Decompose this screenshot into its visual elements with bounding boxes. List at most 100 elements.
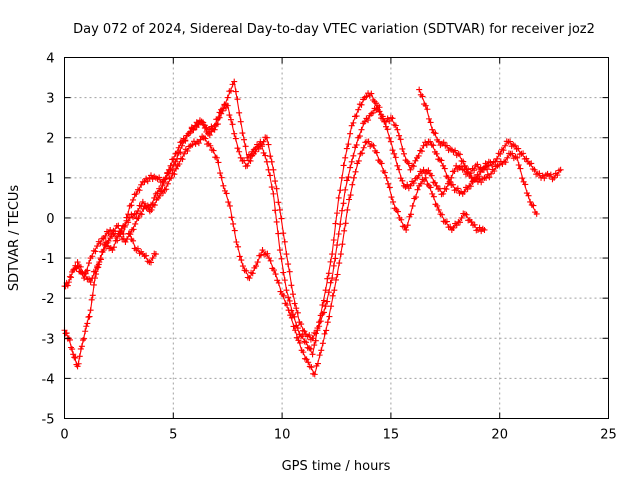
data-point (520, 150, 527, 157)
data-point (464, 186, 471, 193)
data-point (111, 244, 118, 251)
data-point (147, 259, 154, 266)
data-point (244, 162, 251, 169)
data-point (500, 147, 507, 154)
data-point (286, 268, 293, 275)
data-point (381, 169, 388, 176)
data-point (214, 121, 221, 128)
data-point (381, 118, 388, 125)
data-point (319, 340, 326, 347)
data-point (391, 150, 398, 157)
data-point (335, 230, 342, 237)
data-point (72, 354, 79, 361)
data-point (285, 307, 292, 314)
data-point (260, 138, 267, 145)
data-point (197, 136, 204, 143)
data-point (392, 154, 399, 161)
data-point (92, 248, 99, 255)
data-point (272, 178, 279, 185)
data-point (231, 78, 238, 85)
data-point (329, 275, 336, 282)
data-point (453, 222, 460, 229)
data-point (429, 126, 436, 133)
data-point (92, 268, 99, 275)
data-point (530, 202, 537, 209)
data-point (231, 130, 238, 137)
data-point (349, 181, 356, 188)
data-point (536, 170, 543, 177)
data-point (332, 276, 339, 283)
data-point (239, 263, 246, 270)
data-point (316, 323, 323, 330)
data-point (163, 186, 170, 193)
data-point (396, 166, 403, 173)
data-point (280, 230, 287, 237)
data-point (408, 211, 415, 218)
data-point (213, 154, 220, 161)
data-point (89, 275, 96, 282)
data-point (335, 194, 342, 201)
data-point (340, 162, 347, 169)
data-point (428, 172, 435, 179)
data-point (258, 143, 265, 150)
data-point (138, 211, 145, 218)
data-point (309, 335, 316, 342)
data-point (390, 198, 397, 205)
data-point (435, 206, 442, 213)
data-point (239, 130, 246, 137)
data-point (517, 165, 524, 172)
y-tick-label: 2 (46, 132, 54, 147)
data-point (202, 135, 209, 142)
data-point (443, 142, 450, 149)
data-point (267, 257, 274, 264)
data-point (161, 179, 168, 186)
data-point (365, 138, 372, 145)
data-point (519, 175, 526, 182)
data-point (236, 253, 243, 260)
data-point (237, 154, 244, 161)
y-tick-label: 1 (46, 172, 54, 187)
data-point (403, 226, 410, 233)
data-point (384, 126, 391, 133)
data-point (89, 253, 96, 260)
data-point (386, 184, 393, 191)
data-point (368, 90, 375, 97)
data-point (190, 125, 197, 132)
data-point (181, 150, 188, 157)
data-point (125, 211, 132, 218)
data-point (169, 167, 176, 174)
data-point (361, 118, 368, 125)
data-point (210, 147, 217, 154)
data-point (463, 211, 470, 218)
data-point (400, 150, 407, 157)
data-point (230, 220, 237, 227)
data-point (369, 109, 376, 116)
data-point (170, 161, 177, 168)
data-point (84, 320, 91, 327)
data-point (140, 205, 147, 212)
data-point (118, 227, 125, 234)
data-point (370, 142, 377, 149)
x-tick-label: 20 (491, 428, 508, 443)
data-point (416, 86, 423, 93)
data-point (388, 194, 395, 201)
data-point (168, 174, 175, 181)
data-point (65, 279, 72, 286)
data-point (409, 202, 416, 209)
data-point (283, 287, 290, 294)
plot-frame (64, 57, 609, 419)
data-point (156, 192, 163, 199)
data-point (303, 356, 310, 363)
data-point (332, 255, 339, 262)
data-point (174, 155, 181, 162)
data-point (280, 292, 287, 299)
data-point (297, 339, 304, 346)
data-point (320, 309, 327, 316)
data-point (141, 179, 148, 186)
data-point (206, 132, 213, 139)
data-point (461, 162, 468, 169)
data-point (214, 115, 221, 122)
data-point (290, 323, 297, 330)
series-track-3 (74, 102, 492, 343)
data-point (515, 145, 522, 152)
